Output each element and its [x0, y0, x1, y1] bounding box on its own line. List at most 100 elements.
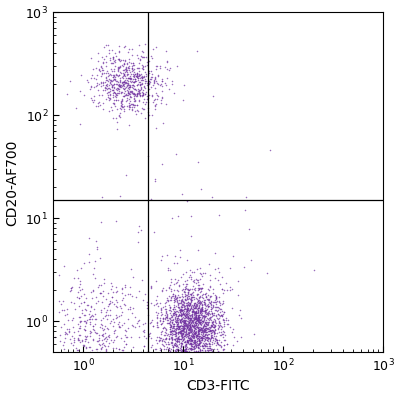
Point	[94, 82, 100, 88]
Point	[181, 313, 188, 319]
Point	[138, 74, 144, 81]
Point	[108, 280, 114, 286]
Point	[202, 348, 208, 354]
Point	[207, 311, 213, 318]
Point	[107, 86, 114, 92]
Point	[196, 299, 202, 305]
Point	[122, 68, 128, 75]
Point	[202, 308, 208, 315]
Point	[136, 317, 142, 323]
Point	[220, 311, 226, 317]
Point	[188, 335, 194, 341]
Point	[138, 348, 144, 355]
Point	[200, 349, 206, 355]
Point	[193, 309, 200, 316]
Point	[57, 338, 63, 344]
Point	[169, 320, 175, 327]
Point	[119, 347, 125, 354]
Point	[169, 336, 175, 342]
Point	[96, 66, 102, 72]
Point	[210, 93, 216, 100]
Point	[117, 64, 123, 71]
Point	[120, 83, 127, 89]
Point	[173, 299, 180, 305]
Point	[202, 302, 208, 308]
Point	[86, 330, 93, 336]
Point	[204, 320, 211, 326]
Point	[207, 316, 214, 322]
Point	[178, 336, 185, 342]
Point	[184, 281, 190, 288]
Point	[167, 331, 174, 338]
Point	[76, 323, 83, 329]
Point	[179, 280, 186, 287]
Point	[199, 285, 206, 291]
Point	[169, 215, 175, 221]
Point	[212, 266, 218, 272]
Point	[176, 312, 182, 318]
Point	[154, 315, 160, 321]
Point	[185, 290, 191, 297]
Point	[176, 323, 183, 330]
Point	[122, 79, 129, 85]
Point	[199, 304, 206, 310]
Point	[93, 346, 99, 353]
Point	[106, 70, 113, 77]
Point	[140, 49, 146, 55]
Point	[185, 302, 192, 309]
Point	[193, 321, 199, 327]
Point	[211, 328, 218, 335]
Point	[154, 80, 160, 87]
Point	[98, 309, 104, 315]
Point	[202, 336, 208, 342]
Point	[110, 289, 116, 295]
Point	[76, 339, 83, 346]
Point	[102, 85, 108, 91]
Point	[176, 296, 182, 303]
Point	[84, 317, 90, 323]
Point	[100, 106, 106, 112]
Point	[102, 87, 108, 94]
Point	[199, 324, 205, 331]
Point	[175, 317, 181, 324]
Point	[110, 73, 117, 79]
Point	[188, 323, 195, 330]
Point	[186, 295, 193, 302]
Point	[82, 333, 88, 340]
Point	[179, 328, 186, 334]
Point	[152, 103, 159, 109]
Point	[191, 311, 197, 317]
Point	[199, 310, 205, 317]
Point	[207, 301, 214, 307]
Point	[197, 310, 203, 316]
Point	[97, 68, 104, 74]
Point	[76, 325, 82, 331]
Point	[74, 267, 80, 273]
Point	[172, 306, 178, 312]
Point	[122, 98, 129, 104]
Point	[116, 112, 122, 118]
Point	[198, 337, 204, 343]
Point	[117, 82, 124, 89]
Point	[194, 324, 200, 330]
Point	[235, 292, 242, 298]
Point	[75, 336, 81, 343]
Point	[204, 314, 211, 321]
Point	[206, 344, 213, 351]
Point	[195, 318, 202, 324]
Point	[93, 244, 100, 251]
Point	[199, 285, 206, 292]
Point	[188, 286, 195, 292]
Point	[173, 321, 180, 328]
Point	[126, 106, 132, 112]
Point	[124, 90, 131, 96]
Point	[98, 345, 104, 351]
Point	[152, 74, 158, 80]
Point	[69, 317, 76, 323]
Point	[122, 77, 128, 84]
Point	[204, 336, 210, 343]
Point	[199, 332, 205, 338]
Point	[112, 59, 118, 65]
Point	[162, 316, 168, 322]
Point	[182, 348, 189, 355]
